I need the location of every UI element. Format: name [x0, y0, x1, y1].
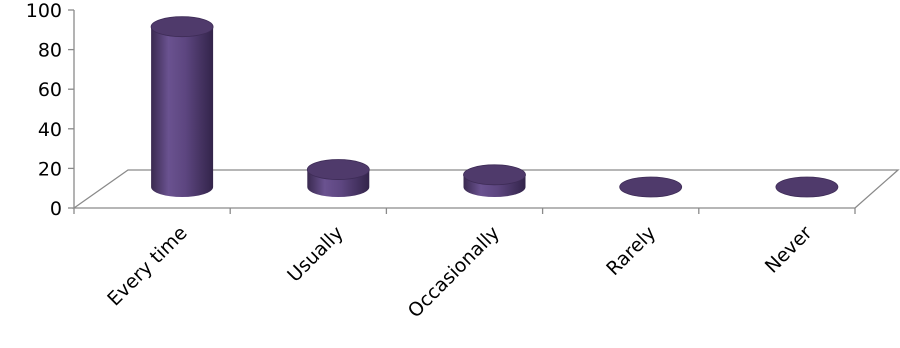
bar-top	[463, 164, 526, 186]
bar-top	[150, 16, 214, 38]
y-tick-label: 40	[38, 119, 62, 141]
bar-body	[151, 26, 214, 197]
x-category-label: Usually	[283, 222, 348, 287]
bar	[306, 159, 370, 197]
chart-bars	[150, 16, 839, 198]
x-category-label: Every time	[103, 222, 191, 310]
bar	[150, 16, 214, 197]
chart-axes	[68, 9, 900, 214]
x-category-label: Rarely	[602, 222, 660, 280]
y-tick-label: 80	[38, 40, 62, 62]
y-tick-label: 20	[38, 158, 62, 180]
chart-floor	[71, 169, 900, 209]
y-tick-label: 60	[38, 79, 62, 101]
y-tick-label: 100	[26, 0, 62, 22]
bar	[775, 176, 839, 198]
x-category-label: Occasionally	[404, 222, 504, 322]
bar-top	[306, 159, 370, 180]
bar	[619, 176, 683, 198]
bar-top	[775, 176, 839, 198]
bar	[463, 164, 526, 197]
chart-labels: 0 20 40 60 80 100 Every time Usually Occasionall…	[26, 0, 817, 322]
x-category-label: Never	[761, 222, 817, 278]
bar-top	[619, 176, 683, 198]
y-tick-label: 0	[50, 198, 62, 220]
